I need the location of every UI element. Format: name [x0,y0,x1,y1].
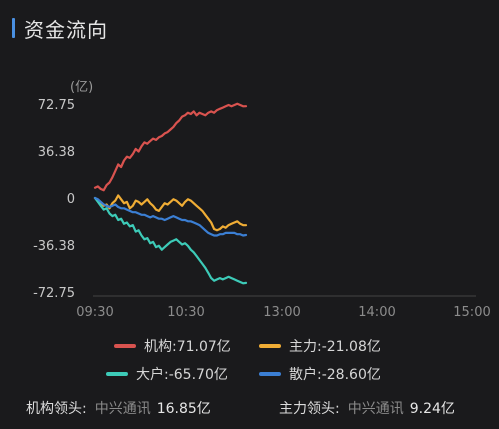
x-tick-label: 14:00 [358,305,395,320]
series-line-institution [93,102,248,192]
institution-leader-stock: 中兴通讯 [94,401,151,417]
y-tick-label: 72.75 [38,98,75,113]
y-tick-label: 0 [67,192,75,207]
x-tick-label: 15:00 [453,305,490,320]
legend-label-institution: 机构:71.07亿 [144,339,231,355]
legend-item-retail[interactable]: 散户:-28.60亿 [259,362,381,386]
y-tick-label: 36.38 [38,145,75,160]
series-line-main [93,194,248,232]
x-tick-label: 13:00 [263,305,300,320]
legend-swatch-institution [114,344,136,348]
x-tick-label: 09:30 [76,305,113,320]
x-tick-label: 10:30 [167,305,204,320]
legend-label-large-holder: 大户:-65.70亿 [136,367,228,383]
y-tick-label: -36.38 [33,239,75,254]
legend-item-institution[interactable]: 机构:71.07亿 [114,334,231,358]
y-unit-label: (亿) [70,80,93,95]
legend-label-main: 主力:-21.08亿 [289,339,381,355]
header-accent-bar [12,18,15,38]
main-leader-value: 9.24亿 [409,401,455,417]
series-line-large-holder [93,196,248,285]
y-tick-label: -72.75 [33,286,75,301]
legend-swatch-main [259,344,281,348]
main-leader-label: 主力领头: [279,401,340,417]
main-leader-stock: 中兴通讯 [347,401,404,417]
series-line-retail [93,196,248,237]
legend-label-retail: 散户:-28.60亿 [289,367,381,383]
legend-item-large-holder[interactable]: 大户:-65.70亿 [106,362,228,386]
panel-header: 资金流向 [0,0,499,50]
institution-leader[interactable]: 机构领头: 中兴通讯 16.85亿 [26,398,211,418]
institution-leader-value: 16.85亿 [156,401,211,417]
legend-swatch-retail [259,372,281,376]
main-leader[interactable]: 主力领头: 中兴通讯 9.24亿 [279,398,455,418]
institution-leader-label: 机构领头: [26,401,87,417]
legend-swatch-large-holder [106,372,128,376]
leader-summary: 机构领头: 中兴通讯 16.85亿 主力领头: 中兴通讯 9.24亿 [0,390,499,426]
panel-title: 资金流向 [24,18,108,42]
chart-legend: 机构:71.07亿 主力:-21.08亿 大户:-65.70亿 散户:-28.6… [0,332,499,388]
legend-item-main[interactable]: 主力:-21.08亿 [259,334,381,358]
